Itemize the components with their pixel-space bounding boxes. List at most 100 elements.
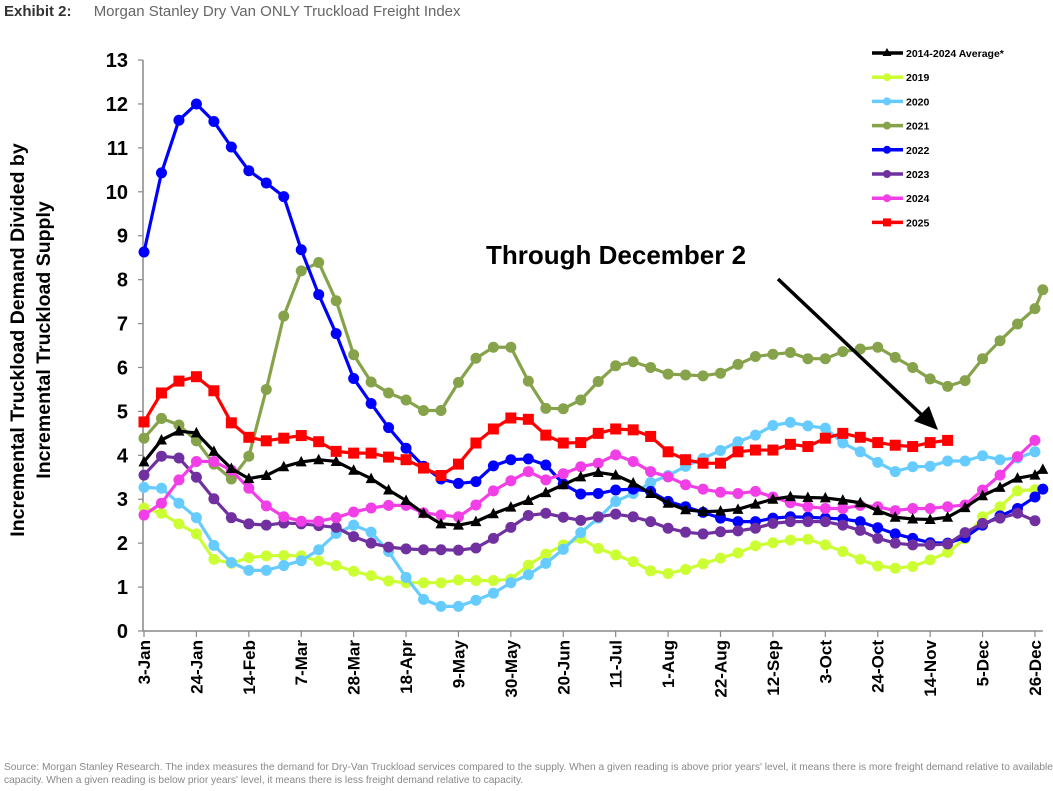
- legend-label: 2020: [906, 96, 930, 108]
- data-point-2019: [365, 570, 377, 582]
- data-point-2020: [610, 495, 622, 507]
- data-point-2023: [260, 519, 272, 531]
- y-tick-label: 5: [117, 401, 128, 423]
- data-point-2023: [1029, 515, 1041, 527]
- data-point-2014-2024-average: [819, 491, 831, 503]
- y-tick-label: 0: [117, 621, 128, 643]
- data-point-2014-2024-average: [418, 507, 430, 518]
- data-point-2019: [155, 507, 167, 519]
- data-point-2020: [959, 455, 971, 467]
- data-point-2025: [470, 437, 482, 449]
- legend-marker: [883, 218, 891, 227]
- data-point-2024: [278, 511, 290, 523]
- data-point-2021: [418, 405, 430, 417]
- data-point-2014-2024-average: [592, 466, 604, 477]
- y-tick-label: 6: [117, 357, 128, 379]
- series-line-2024: [143, 439, 1037, 523]
- data-point-2014-2024-average: [697, 505, 709, 517]
- data-point-2019: [610, 549, 622, 561]
- data-point-2025: [278, 432, 290, 444]
- data-point-2014-2024-average: [767, 493, 779, 504]
- x-tick-label: 30-May: [502, 639, 521, 697]
- data-point-2024: [749, 485, 761, 497]
- data-point-2019: [383, 575, 395, 587]
- data-point-2023: [138, 469, 150, 481]
- data-point-2024: [260, 500, 272, 512]
- data-point-2022: [1037, 483, 1049, 495]
- x-tick-label: 18-Apr: [397, 640, 416, 694]
- data-point-2020: [208, 539, 220, 551]
- data-point-2024: [155, 497, 167, 509]
- data-point-2019: [767, 537, 779, 549]
- data-point-2025: [680, 454, 692, 466]
- data-point-2024: [715, 486, 727, 498]
- data-point-2019: [837, 546, 849, 558]
- data-point-2019: [330, 560, 342, 572]
- data-point-2024: [802, 501, 814, 513]
- data-point-2025: [225, 417, 237, 429]
- y-tick-label: 8: [117, 270, 128, 292]
- data-point-2025: [522, 413, 534, 425]
- data-point-2021: [470, 352, 482, 364]
- data-point-2025: [802, 441, 814, 453]
- data-point-2024: [627, 455, 639, 467]
- data-point-2022: [505, 454, 517, 466]
- data-point-2022: [732, 516, 744, 528]
- data-point-2022: [208, 116, 220, 128]
- data-point-2021: [348, 349, 360, 361]
- data-point-2025: [732, 446, 744, 458]
- data-point-2023: [610, 508, 622, 520]
- x-tick-label: 5-Dec: [974, 640, 993, 686]
- data-point-2021: [749, 351, 761, 362]
- data-point-2021: [977, 353, 989, 365]
- data-point-2022: [225, 141, 237, 153]
- data-point-2025: [837, 427, 849, 439]
- data-point-2020: [872, 456, 884, 468]
- data-point-2021: [278, 310, 290, 322]
- data-point-2021: [959, 375, 971, 387]
- data-point-2014-2024-average: [837, 494, 849, 505]
- data-point-2024: [1012, 451, 1023, 463]
- data-point-2024: [208, 455, 220, 467]
- x-tick-label: 22-Aug: [712, 640, 731, 698]
- data-point-2014-2024-average: [1037, 463, 1049, 474]
- data-point-2019: [680, 564, 692, 576]
- data-point-2024: [837, 502, 849, 514]
- data-point-2014-2024-average: [505, 501, 517, 512]
- legend-label: 2021: [906, 121, 930, 133]
- data-point-2020: [942, 455, 954, 467]
- data-point-2025: [138, 416, 150, 428]
- data-point-2022: [383, 422, 395, 434]
- data-point-2025: [819, 432, 831, 444]
- data-point-2025: [645, 430, 657, 442]
- data-point-2014-2024-average: [557, 478, 569, 490]
- data-point-2020: [243, 564, 255, 576]
- legend-item-2022: 2022: [872, 145, 930, 157]
- data-point-2025: [505, 412, 517, 424]
- data-point-2023: [819, 516, 831, 528]
- data-point-2021: [452, 376, 464, 388]
- data-point-2025: [872, 437, 884, 449]
- data-point-2025: [260, 435, 272, 447]
- data-point-2023: [924, 539, 936, 551]
- data-point-2023: [732, 525, 744, 537]
- data-point-2024: [540, 474, 552, 486]
- data-point-2024: [557, 468, 569, 480]
- y-tick-label: 12: [106, 94, 128, 116]
- data-point-2022: [1029, 491, 1041, 503]
- data-point-2025: [697, 457, 709, 469]
- x-tick-label: 7-Mar: [292, 640, 311, 686]
- data-point-2025: [610, 423, 622, 435]
- data-point-2023: [522, 509, 534, 521]
- data-point-2023: [365, 537, 377, 549]
- data-point-2022: [155, 167, 167, 179]
- data-point-2023: [470, 542, 482, 554]
- data-point-2021: [994, 335, 1006, 347]
- data-point-2021: [627, 356, 639, 368]
- data-point-2019: [190, 528, 202, 540]
- data-point-2023: [907, 539, 919, 551]
- data-point-2021: [575, 394, 587, 406]
- data-point-2020: [418, 593, 430, 605]
- data-point-2019: [784, 534, 796, 546]
- legend-label: 2019: [906, 72, 930, 84]
